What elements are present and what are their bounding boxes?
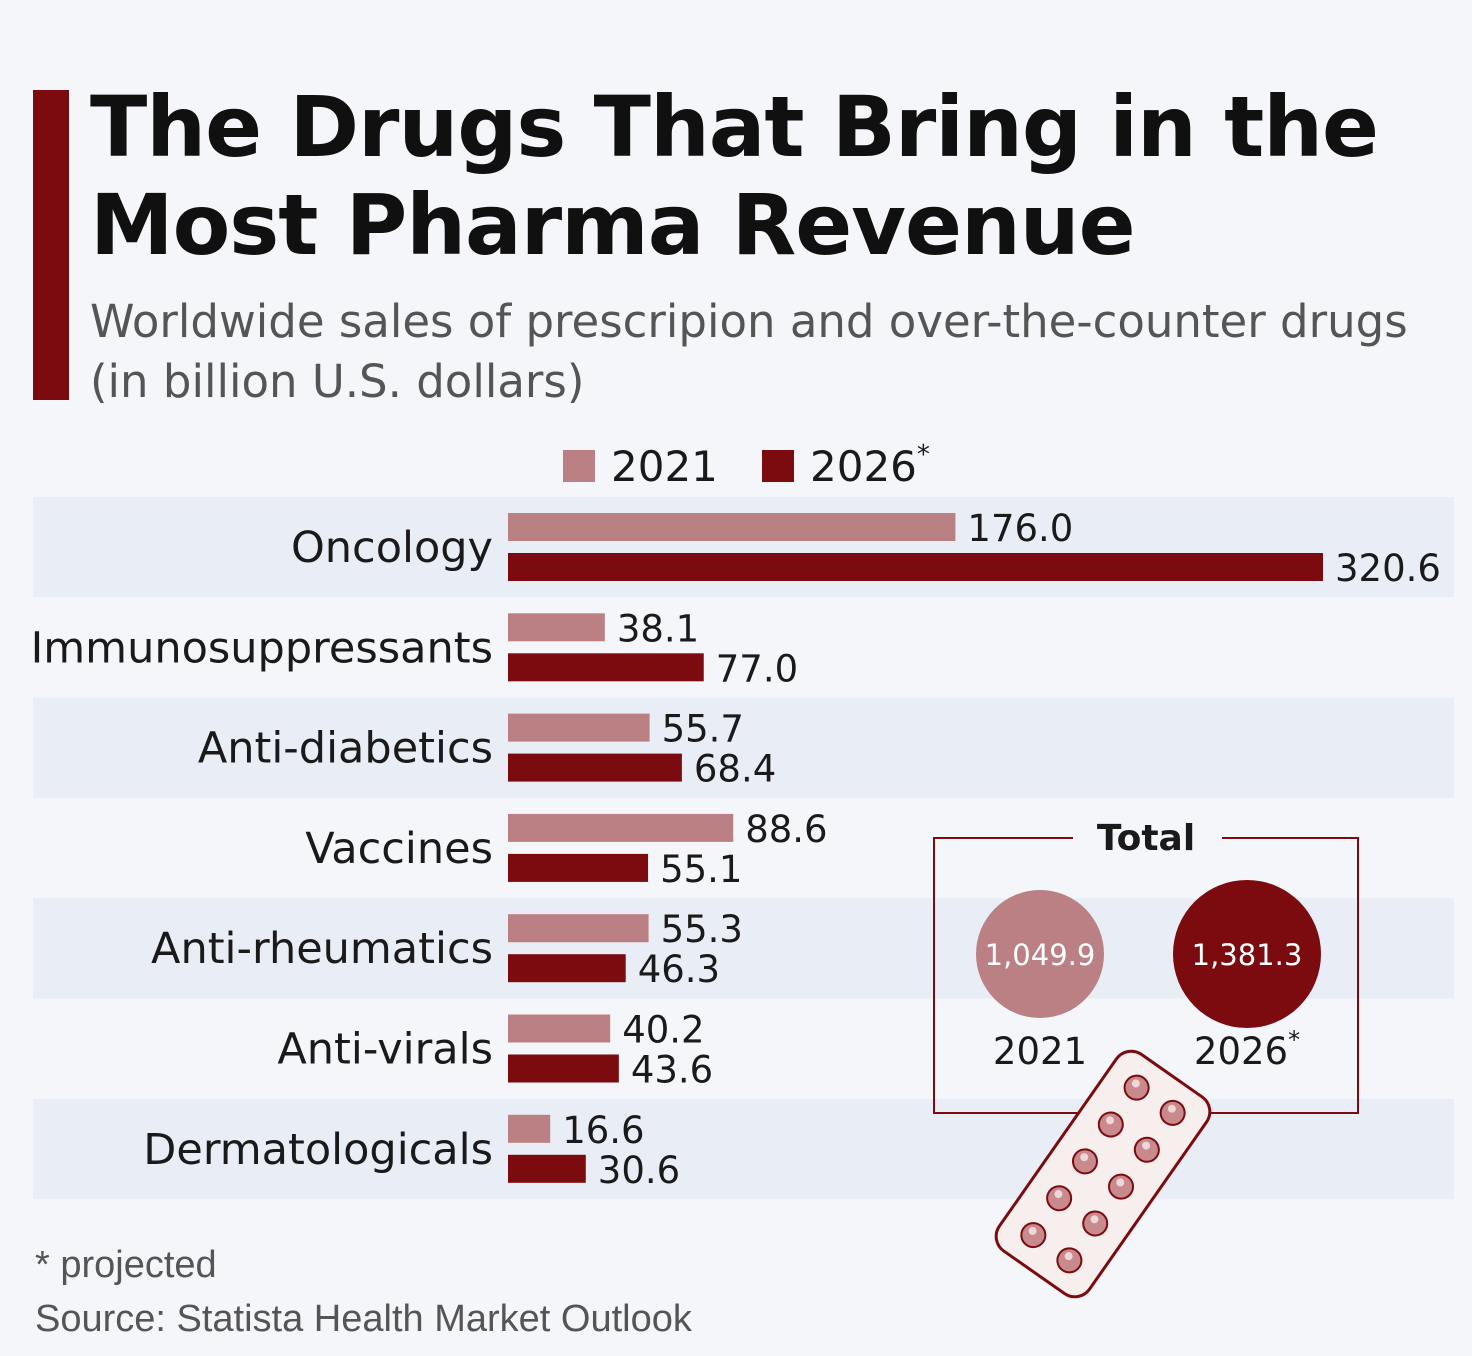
value-label-2026: 43.6 xyxy=(631,1049,713,1092)
pill-highlight xyxy=(1167,1104,1176,1113)
chart-subtitle: Worldwide sales of prescripion and over-… xyxy=(90,295,1408,408)
bar-2026 xyxy=(508,753,682,782)
total-value-2026: 1,381.3 xyxy=(1192,938,1303,972)
pill-highlight xyxy=(1064,1252,1073,1261)
total-circle-2026 xyxy=(1173,880,1321,1028)
pill-highlight xyxy=(1054,1190,1063,1199)
category-label: Anti-rheumatics xyxy=(151,924,493,974)
pill-highlight xyxy=(1080,1153,1089,1162)
value-label-2026: 77.0 xyxy=(716,647,798,690)
value-label-2021: 55.3 xyxy=(661,908,743,951)
value-label-2021: 55.7 xyxy=(662,708,744,751)
total-value-2021: 1,049.9 xyxy=(985,938,1096,972)
pill-blister-icon xyxy=(994,1049,1212,1299)
legend: 2021 2026* xyxy=(563,440,930,491)
row-band xyxy=(33,497,1454,598)
bar-2026 xyxy=(508,553,1323,581)
bar-2021 xyxy=(508,813,734,842)
category-label: Anti-diabetics xyxy=(198,724,493,774)
total-circle-2021 xyxy=(976,890,1104,1018)
footnote: * projected xyxy=(35,1244,217,1286)
pill-highlight xyxy=(1142,1141,1151,1150)
value-label-2026: 320.6 xyxy=(1335,547,1441,590)
bar-2021 xyxy=(508,914,649,943)
bar-2026 xyxy=(508,853,649,882)
legend-swatch-2021 xyxy=(563,450,595,482)
pill-highlight xyxy=(1116,1178,1125,1187)
category-label: Vaccines xyxy=(305,824,493,874)
pill-dot xyxy=(1046,1185,1073,1212)
bar-2021 xyxy=(508,713,650,742)
bar-2021 xyxy=(508,1114,551,1143)
pill-dot xyxy=(1123,1074,1150,1101)
bar-2026 xyxy=(508,1154,586,1183)
legend-label-2026: 2026* xyxy=(810,440,930,491)
row-band xyxy=(33,1098,1454,1200)
bar-2021 xyxy=(508,1014,611,1043)
legend-swatch-2026 xyxy=(762,450,794,482)
value-label-2026: 68.4 xyxy=(694,748,776,791)
bar-2026 xyxy=(508,954,626,983)
blister-pack xyxy=(994,1049,1212,1299)
title-accent-bar xyxy=(33,90,69,400)
chart-title: The Drugs That Bring in the Most Pharma … xyxy=(90,78,1379,274)
pill-dot xyxy=(1097,1111,1124,1138)
row-band xyxy=(33,697,1454,798)
bar-2021 xyxy=(508,613,605,642)
pill-dot xyxy=(1056,1247,1083,1274)
value-label-2021: 16.6 xyxy=(562,1109,644,1152)
value-label-2021: 176.0 xyxy=(967,507,1073,550)
value-label-2026: 55.1 xyxy=(660,848,742,891)
value-label-2021: 88.6 xyxy=(745,808,827,851)
legend-label-2021: 2021 xyxy=(611,442,718,491)
pill-dot xyxy=(1071,1148,1098,1175)
pill-highlight xyxy=(1090,1215,1099,1224)
value-label-2021: 38.1 xyxy=(617,607,699,650)
category-label: Dermatologicals xyxy=(143,1125,493,1175)
category-label: Oncology xyxy=(291,523,493,573)
bar-2026 xyxy=(508,653,704,682)
category-label: Anti-virals xyxy=(277,1025,493,1075)
pill-dot xyxy=(1159,1099,1186,1126)
category-label: Immunosuppressants xyxy=(31,623,493,673)
value-label-2026: 30.6 xyxy=(598,1149,680,1192)
value-label-2026: 46.3 xyxy=(638,948,720,991)
pill-highlight xyxy=(1106,1116,1115,1125)
pill-dot xyxy=(1082,1210,1109,1237)
value-label-2021: 40.2 xyxy=(622,1009,704,1052)
pill-highlight xyxy=(1131,1079,1140,1088)
pill-dot xyxy=(1133,1136,1160,1163)
source-note: Source: Statista Health Market Outlook xyxy=(35,1298,692,1340)
total-label: Total xyxy=(1097,818,1195,859)
bar-2026 xyxy=(508,1054,619,1083)
pill-dot xyxy=(1108,1173,1135,1200)
total-year-2021: 2021 xyxy=(993,1030,1087,1073)
pill-dot xyxy=(1020,1222,1047,1249)
total-year-2026: 2026* xyxy=(1194,1026,1300,1073)
bar-2021 xyxy=(508,513,956,541)
pill-highlight xyxy=(1028,1226,1037,1235)
